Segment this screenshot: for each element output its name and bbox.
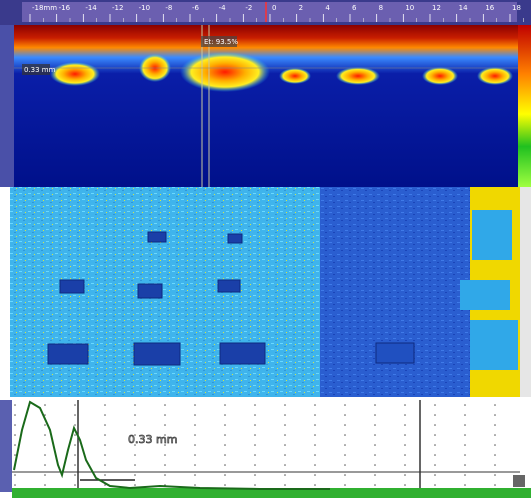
cursor-label: Et: 93.5%: [204, 38, 238, 46]
left-ruler: [0, 25, 14, 187]
ruler-label: 14: [459, 4, 468, 12]
ruler-label: 18: [512, 4, 521, 12]
ruler-label: 12: [432, 4, 441, 12]
ruler-label: 10: [405, 4, 414, 12]
ruler-label: -4: [219, 4, 227, 12]
a-scan-left-ruler: [0, 400, 12, 492]
c-scan-right: [320, 187, 470, 397]
button[interactable]: [513, 475, 525, 487]
thickness-label: 0.33 mm: [24, 66, 56, 74]
color-scale: [518, 25, 531, 187]
a-scan-grid: [12, 400, 520, 488]
ruler-label: -14: [85, 4, 97, 12]
scrollbar: [520, 187, 531, 397]
ruler-label: 4: [325, 4, 330, 12]
b-scan: [14, 25, 518, 187]
ruler-label: 16: [485, 4, 494, 12]
ruler-label: -8: [165, 4, 172, 12]
ruler-label: -10: [139, 4, 150, 12]
ruler-label: -16: [59, 4, 71, 12]
ruler-label: -6: [192, 4, 200, 12]
ruler-label: 2: [299, 4, 303, 12]
ruler-label: 0: [272, 4, 276, 12]
ruler-label: 8: [379, 4, 383, 12]
a-scan-label: 0.33 mm: [128, 433, 177, 446]
ruler-label: -12: [112, 4, 123, 12]
ruler-label: 6: [352, 4, 357, 12]
ruler-label: -2: [245, 4, 252, 12]
ruler-label: -18mm: [32, 4, 57, 12]
inspection-view: -18mm-16 -14 -12 -10 -8 -6 -4 -2 0 2 4 6 8 10 12 14 16 18…: [0, 0, 531, 498]
